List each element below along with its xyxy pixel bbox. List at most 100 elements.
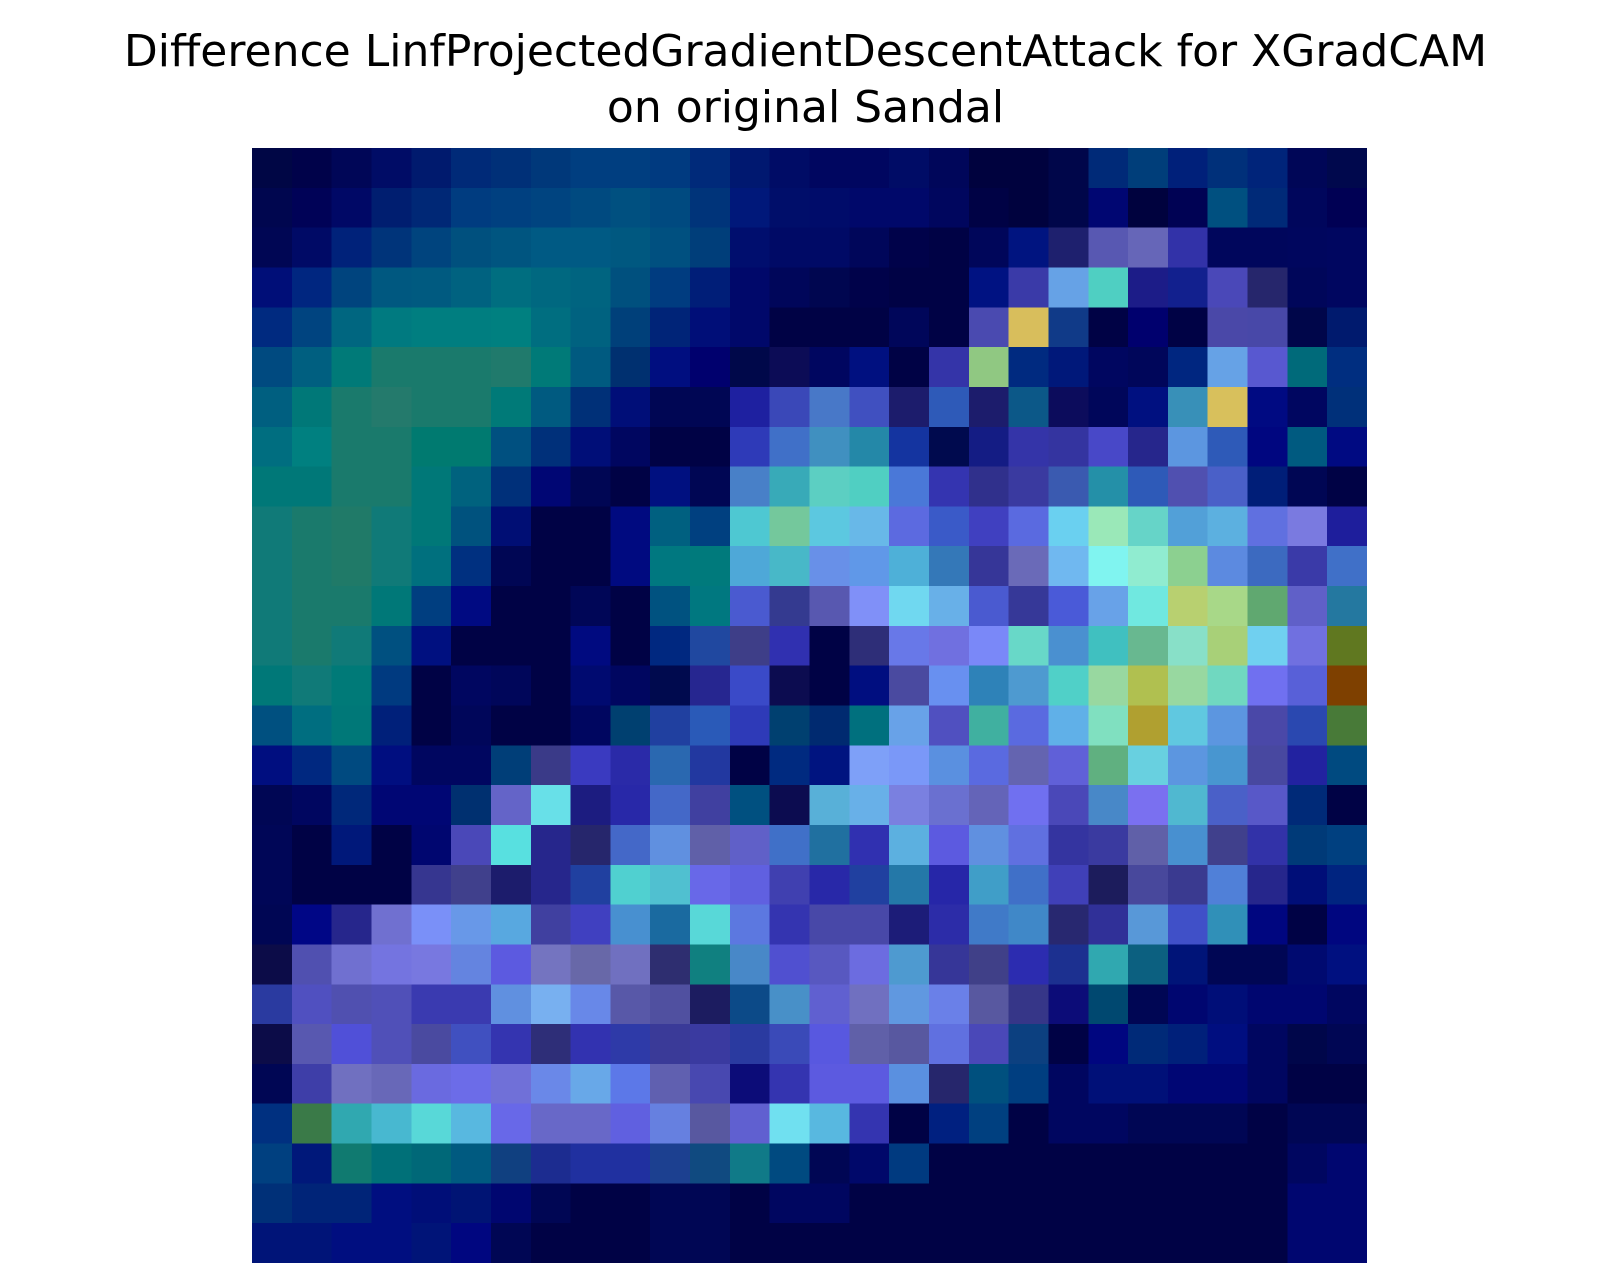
heatmap-cell: [1128, 148, 1169, 189]
heatmap-cell: [1207, 546, 1249, 587]
heatmap-cell: [331, 984, 373, 1025]
heatmap-cell: [1327, 984, 1367, 1025]
heatmap-cell: [570, 148, 611, 189]
heatmap-cell: [849, 705, 890, 746]
heatmap-cell: [1048, 864, 1089, 906]
heatmap-cell: [252, 665, 293, 707]
heatmap-cell: [809, 824, 850, 866]
heatmap-cell: [769, 187, 811, 229]
heatmap-cell: [291, 227, 333, 269]
heatmap-cell: [1207, 148, 1249, 189]
chart-title-line-2: on original Sandal: [606, 82, 1005, 133]
heatmap-cell: [1287, 665, 1328, 707]
heatmap-cell: [291, 307, 333, 348]
heatmap-cell: [252, 586, 293, 627]
heatmap-cell: [928, 307, 970, 348]
heatmap-cell: [291, 347, 333, 388]
heatmap-cell: [371, 1103, 412, 1145]
heatmap-cell: [1128, 386, 1169, 428]
heatmap-cell: [1128, 1024, 1169, 1065]
heatmap-cell: [729, 625, 771, 667]
heatmap-cell: [610, 227, 651, 269]
heatmap-cell: [1327, 665, 1367, 707]
heatmap-cell: [1167, 347, 1209, 388]
heatmap-cell: [650, 944, 691, 985]
heatmap-cell: [928, 586, 970, 627]
heatmap-cell: [1088, 984, 1129, 1025]
heatmap-cell: [1128, 824, 1169, 866]
heatmap-cell: [650, 785, 691, 826]
heatmap-cell: [729, 227, 771, 269]
heatmap-cell: [650, 187, 691, 229]
heatmap-cell: [1008, 824, 1050, 866]
heatmap-cell: [650, 227, 691, 269]
heatmap-cell: [1247, 824, 1288, 866]
heatmap-cell: [371, 864, 412, 906]
heatmap-cell: [1088, 705, 1129, 746]
heatmap-cell: [252, 864, 293, 906]
heatmap-cell: [530, 824, 572, 866]
heatmap-cell: [889, 1103, 930, 1145]
heatmap-cell: [809, 944, 850, 985]
heatmap-cell: [371, 586, 412, 627]
heatmap-cell: [690, 546, 731, 587]
heatmap-cell: [1128, 347, 1169, 388]
heatmap-cell: [371, 386, 412, 428]
heatmap-cell: [610, 1143, 651, 1184]
heatmap-cell: [490, 665, 532, 707]
heatmap-cell: [889, 864, 930, 906]
heatmap-cell: [1327, 187, 1367, 229]
heatmap-cell: [570, 466, 611, 507]
heatmap-cell: [1207, 904, 1249, 946]
heatmap-cell: [451, 824, 492, 866]
heatmap-cell: [928, 1024, 970, 1065]
heatmap-cell: [928, 944, 970, 985]
heatmap-cell: [650, 904, 691, 946]
heatmap-cell: [411, 187, 452, 229]
heatmap-cell: [490, 148, 532, 189]
heatmap-cell: [1167, 148, 1209, 189]
heatmap-cell: [729, 506, 771, 547]
heatmap-cell: [1247, 745, 1288, 786]
heatmap-cell: [610, 904, 651, 946]
heatmap-cell: [769, 1103, 811, 1145]
heatmap-cell: [1327, 625, 1367, 667]
heatmap-cell: [1327, 785, 1367, 826]
heatmap-cell: [1207, 386, 1249, 428]
heatmap-cell: [809, 1143, 850, 1184]
heatmap-cell: [729, 307, 771, 348]
heatmap-cell: [690, 1103, 731, 1145]
heatmap-cell: [291, 267, 333, 308]
heatmap-cell: [690, 944, 731, 985]
heatmap-cell: [809, 625, 850, 667]
heatmap-cell: [371, 426, 412, 468]
heatmap-cell: [1287, 904, 1328, 946]
heatmap-cell: [252, 824, 293, 866]
heatmap-cell: [291, 745, 333, 786]
heatmap-cell: [530, 227, 572, 269]
heatmap-cell: [889, 227, 930, 269]
heatmap-cell: [690, 347, 731, 388]
heatmap-cell: [968, 586, 1010, 627]
heatmap-cell: [928, 1103, 970, 1145]
heatmap-cell: [928, 227, 970, 269]
heatmap-cell: [331, 944, 373, 985]
heatmap-cell: [451, 904, 492, 946]
heatmap-cell: [411, 586, 452, 627]
heatmap-cell: [1008, 267, 1050, 308]
heatmap-cell: [889, 1183, 930, 1224]
heatmap-cell: [1327, 227, 1367, 269]
heatmap-cell: [690, 864, 731, 906]
heatmap-cell: [490, 307, 532, 348]
heatmap-cell: [1287, 347, 1328, 388]
heatmap-cell: [530, 904, 572, 946]
heatmap-cell: [1008, 187, 1050, 229]
heatmap-cell: [1327, 1063, 1367, 1105]
heatmap-cell: [490, 187, 532, 229]
heatmap-cell: [1287, 546, 1328, 587]
heatmap-cell: [1128, 1103, 1169, 1145]
heatmap-cell: [769, 864, 811, 906]
heatmap-cell: [610, 1024, 651, 1065]
heatmap-cell: [968, 824, 1010, 866]
heatmap-cell: [650, 347, 691, 388]
